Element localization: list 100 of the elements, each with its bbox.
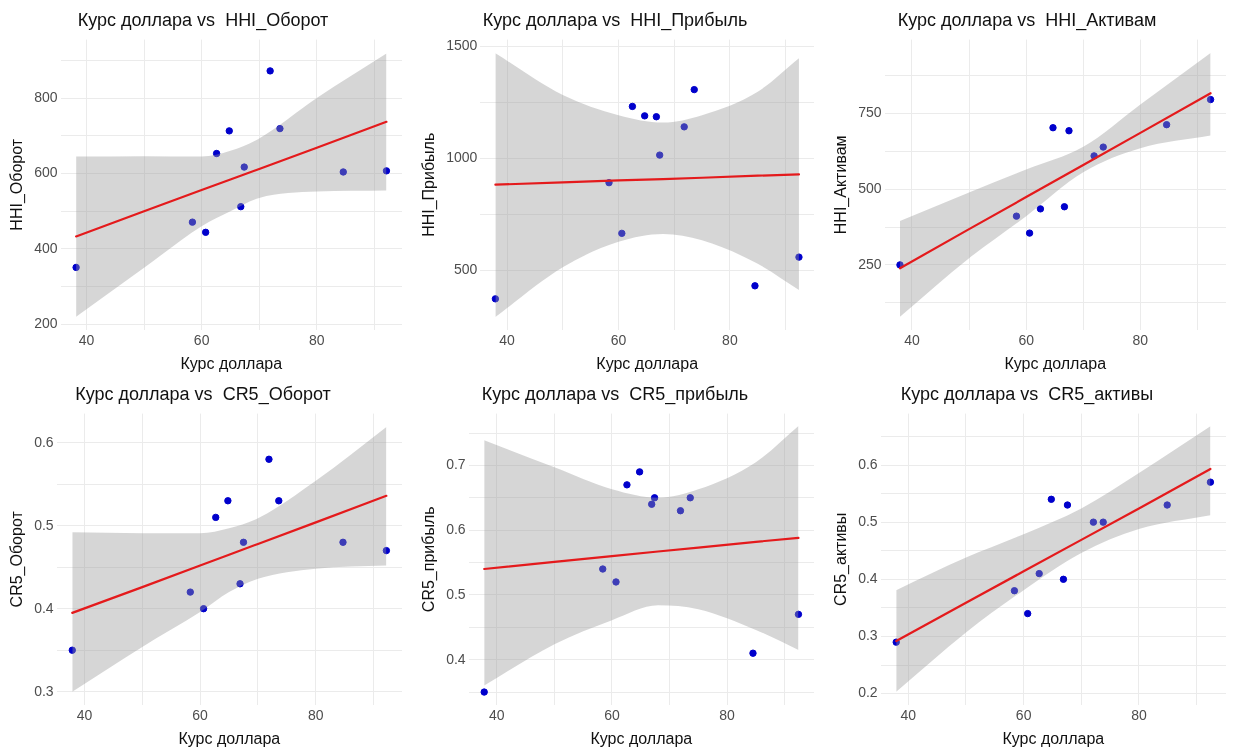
point (749, 649, 757, 657)
point (339, 168, 347, 176)
chart-title: Курс доллара vs HHI_Прибыль (482, 9, 748, 31)
x-tick-label: 60 (192, 707, 209, 724)
point (1163, 501, 1171, 509)
x-tick-label: 80 (1132, 332, 1149, 349)
x-axis-title: Курс доллара (1002, 729, 1105, 747)
y-axis-title: HHI_Активам (832, 135, 851, 235)
point (612, 578, 620, 586)
x-tick-label: 80 (722, 332, 738, 349)
y-tick-label: 750 (858, 104, 882, 121)
point (795, 253, 803, 261)
x-tick-label: 60 (1015, 707, 1032, 724)
point (224, 497, 232, 505)
y-tick-label: 0.5 (858, 513, 878, 530)
point (1049, 124, 1057, 132)
point (382, 167, 391, 175)
point (640, 112, 649, 120)
point (480, 688, 488, 696)
x-tick-label: 60 (610, 332, 627, 349)
x-axis-title: Курс доллара (596, 354, 699, 372)
point (382, 546, 391, 555)
y-axis-title: CR5_активы (832, 512, 851, 606)
y-tick-label: 0.3 (34, 682, 54, 699)
point (1206, 95, 1215, 104)
point (339, 538, 347, 546)
y-axis-title: CR5_прибыль (420, 506, 439, 613)
point (690, 85, 698, 94)
point (635, 468, 644, 476)
chart-title: Курс доллара vs CR5_Оборот (75, 383, 331, 405)
y-tick-label: 800 (34, 88, 58, 105)
y-tick-label: 0.6 (34, 433, 54, 450)
y-tick-label: 500 (453, 261, 478, 278)
y-tick-label: 0.7 (446, 456, 466, 473)
x-tick-label: 80 (308, 707, 324, 724)
point (650, 494, 659, 502)
x-tick-label: 60 (193, 332, 210, 349)
point (1025, 229, 1034, 237)
point (188, 218, 197, 226)
y-axis-title: HHI_Оборот (8, 138, 27, 231)
chart-title: Курс доллара vs CR5_активы (900, 383, 1154, 405)
y-tick-label: 0.3 (858, 627, 878, 644)
point (1089, 518, 1098, 526)
x-tick-label: 40 (489, 707, 505, 724)
point (199, 605, 208, 613)
y-axis-title: HHI_Прибыль (420, 132, 439, 237)
point (265, 455, 273, 463)
point (1206, 478, 1215, 486)
y-tick-label: 600 (34, 164, 58, 181)
point (491, 295, 500, 303)
point (275, 497, 283, 505)
x-tick-label: 40 (900, 707, 917, 724)
point (623, 481, 631, 489)
point (276, 124, 284, 133)
x-axis-title: Курс доллара (1004, 354, 1107, 372)
chart-title: Курс доллара vs HHI_Активам (897, 9, 1157, 31)
point (1036, 205, 1045, 213)
y-tick-label: 0.4 (446, 650, 466, 667)
y-tick-label: 0.5 (34, 516, 54, 533)
x-tick-label: 80 (1131, 707, 1147, 724)
point (599, 565, 607, 573)
x-tick-label: 80 (719, 707, 736, 724)
point (1059, 575, 1068, 583)
point (266, 67, 274, 75)
y-axis-title: CR5_Оборот (8, 510, 27, 608)
x-tick-label: 60 (604, 707, 620, 724)
point (1099, 143, 1107, 151)
point (1023, 609, 1032, 618)
y-tick-label: 1500 (446, 37, 478, 54)
y-tick-label: 0.2 (858, 684, 878, 701)
point (1060, 203, 1069, 211)
x-axis-title: Курс доллара (178, 729, 281, 747)
point (236, 580, 244, 588)
x-tick-label: 80 (308, 332, 325, 349)
y-tick-label: 200 (34, 315, 58, 332)
point (794, 610, 803, 619)
point (240, 163, 248, 171)
point (212, 149, 221, 158)
point (618, 229, 626, 238)
y-tick-label: 0.6 (858, 455, 878, 472)
point (239, 538, 248, 546)
point (68, 646, 76, 654)
y-tick-label: 0.5 (446, 585, 466, 602)
point (1035, 569, 1043, 578)
point (201, 228, 210, 237)
point (1010, 587, 1019, 595)
y-tick-label: 0.4 (34, 599, 54, 616)
x-tick-label: 40 (76, 707, 93, 724)
point (676, 507, 685, 515)
point (656, 151, 664, 159)
point (680, 123, 688, 131)
x-tick-label: 40 (78, 332, 95, 349)
x-axis-title: Курс доллара (590, 729, 693, 747)
y-tick-label: 250 (858, 255, 882, 272)
point (686, 494, 694, 502)
y-tick-label: 500 (858, 180, 882, 197)
x-tick-label: 40 (904, 332, 920, 349)
point (72, 263, 80, 272)
point (628, 102, 637, 111)
point (647, 500, 656, 508)
